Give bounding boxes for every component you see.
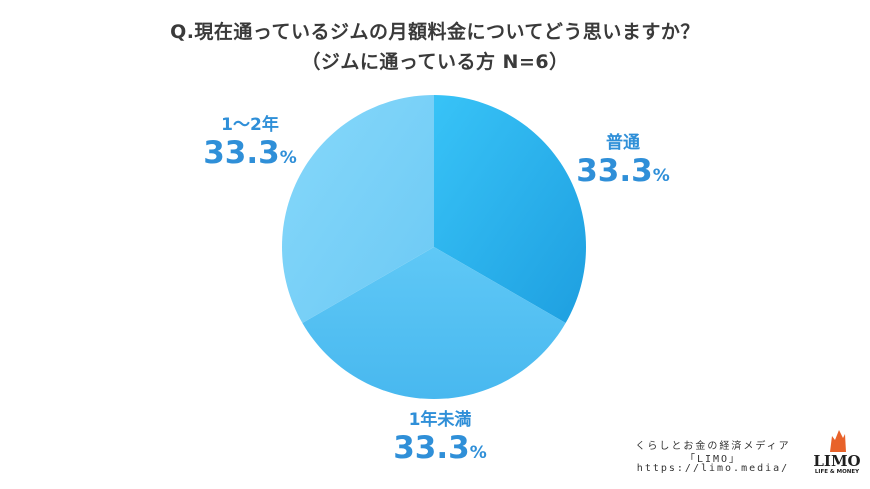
slice-unit: % xyxy=(469,443,487,463)
slice-value: 33.3 xyxy=(203,135,280,171)
slice-label-under-1yr: 1年未満 33.3% xyxy=(385,405,495,466)
slice-value: 33.3 xyxy=(576,153,653,189)
limo-logo: LIMO LIFE & MONEY xyxy=(813,428,861,478)
credit-url: https://limo.media/ xyxy=(636,463,790,474)
logo-wordmark: LIMO xyxy=(813,452,861,470)
chart-subtitle: （ジムに通っている方 N=6） xyxy=(301,51,569,73)
credit-line1: くらしとお金の経済メディア xyxy=(635,441,791,452)
slice-label-1-2yr: 1〜2年 33.3% xyxy=(195,110,305,171)
chart-title: Q.現在通っているジムの月額料金についてどう思いますか？ xyxy=(170,21,700,43)
pie-slice-0 xyxy=(434,95,586,323)
fox-logo-icon xyxy=(830,430,846,452)
credit-line2: 「LIMO」 xyxy=(684,454,742,465)
slice-name: 1年未満 xyxy=(408,410,472,430)
slice-label-futsu: 普通 33.3% xyxy=(568,128,678,189)
slice-value: 33.3 xyxy=(393,430,470,466)
logo-tagline: LIFE & MONEY xyxy=(814,469,860,475)
pie-slice-2 xyxy=(281,95,434,323)
slice-unit: % xyxy=(652,166,670,186)
slice-name: 1〜2年 xyxy=(221,115,279,135)
slice-name: 普通 xyxy=(606,133,640,153)
slice-unit: % xyxy=(279,148,297,168)
